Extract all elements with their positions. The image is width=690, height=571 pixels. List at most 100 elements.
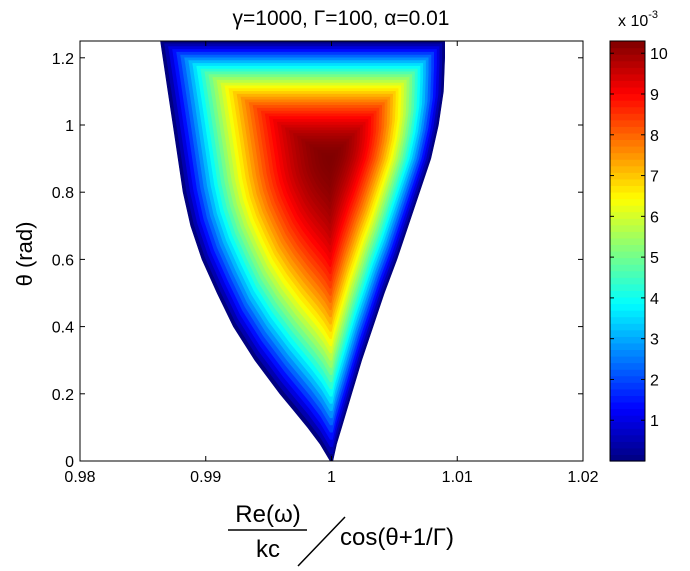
colorbar-swatch: [610, 303, 645, 311]
colorbar-swatch: [610, 401, 645, 410]
colorbar-swatch: [610, 428, 645, 436]
colorbar-tick-label: 2: [650, 372, 659, 389]
x-axis-label-denominator: kc: [256, 536, 280, 563]
colorbar-swatch: [610, 349, 645, 357]
colorbar-swatch: [610, 178, 645, 186]
colorbar-swatch: [610, 67, 645, 75]
y-tick-label: 0.2: [52, 387, 74, 404]
colorbar-swatch: [610, 362, 645, 370]
x-axis-label-slash: [297, 516, 346, 567]
colorbar-tick-label: 5: [650, 250, 659, 267]
colorbar-swatch: [610, 80, 645, 88]
colorbar-swatch: [610, 244, 645, 252]
colorbar-swatch: [610, 342, 645, 351]
heatmap-region: [160, 41, 446, 461]
y-tick-label: 0.4: [52, 320, 74, 337]
colorbar-swatch: [610, 336, 645, 344]
colorbar-swatch: [610, 211, 645, 219]
y-tick-label: 0: [65, 454, 74, 471]
colorbar-swatch: [610, 257, 645, 265]
x-tick-label: 0.99: [190, 469, 221, 486]
x-tick-label: 1.02: [567, 469, 598, 486]
colorbar-swatch: [610, 441, 645, 449]
colorbar-swatch: [610, 86, 645, 95]
colorbar-swatch: [610, 152, 645, 160]
colorbar-swatch: [610, 159, 645, 167]
colorbar-tick-label: 9: [650, 87, 659, 104]
x-axis-label-numerator: Re(ω): [235, 501, 300, 528]
colorbar-swatch: [610, 270, 645, 278]
colorbar-swatch: [610, 454, 645, 462]
y-tick-label: 0.8: [52, 185, 74, 202]
colorbar-exponent: x 10-3: [618, 9, 658, 30]
colorbar-swatch: [610, 126, 645, 134]
colorbar-swatch: [610, 447, 645, 456]
colorbar-swatch: [610, 408, 645, 416]
colorbar-swatch: [610, 277, 645, 285]
x-tick-label: 0.98: [64, 469, 95, 486]
colorbar-exponent-base: x 10: [618, 13, 648, 30]
x-axis-label: Re(ω) kc cos(θ+1/Γ): [228, 501, 454, 567]
colorbar-swatch: [610, 329, 645, 337]
colorbar-swatch: [610, 251, 645, 259]
colorbar-tick-label: 4: [650, 291, 659, 308]
colorbar-swatch: [610, 205, 645, 213]
colorbar-swatch: [610, 100, 645, 108]
colorbar-swatch: [610, 41, 645, 49]
colorbar-tick-label: 1: [650, 413, 659, 430]
y-tick-label: 0.6: [52, 252, 74, 269]
colorbar-swatch: [610, 93, 645, 101]
colorbar-swatch: [610, 375, 645, 383]
colorbar-tick-label: 6: [650, 209, 659, 226]
colorbar-swatch: [610, 395, 645, 403]
x-tick-label: 1.01: [442, 469, 473, 486]
colorbar-swatch: [610, 60, 645, 68]
colorbar-tick-label: 3: [650, 332, 659, 349]
colorbar-swatch: [610, 356, 645, 364]
axis-ticks: 0.98 0.99 1 1.01 1.02 0 0.2 0.4 0.6 0.8 1 1.2: [52, 41, 599, 486]
colorbar-swatch: [610, 264, 645, 272]
colorbar-swatch: [610, 224, 645, 232]
colorbar-swatch: [610, 388, 645, 396]
colorbar-swatch: [610, 185, 645, 193]
y-tick-label: 1: [65, 118, 74, 135]
colorbar-exponent-sup: -3: [648, 9, 658, 21]
x-tick-label: 1: [327, 469, 336, 486]
colorbar-swatch: [610, 191, 645, 200]
colorbar-swatch: [610, 172, 645, 180]
colorbar-frame: [609, 40, 646, 462]
colorbar-swatch: [610, 237, 645, 246]
colorbar-swatch: [610, 382, 645, 390]
x-axis-label-divisor: cos(θ+1/Γ): [340, 524, 454, 551]
colorbar-swatch: [610, 106, 645, 114]
colorbar-swatch: [610, 73, 645, 81]
colorbar-swatch: [610, 113, 645, 121]
colorbar: [609, 40, 646, 462]
colorbar-swatch: [610, 310, 645, 318]
colorbar-swatch: [610, 54, 645, 62]
colorbar-swatch: [610, 290, 645, 298]
colorbar-swatch: [610, 369, 645, 377]
colorbar-tick-label: 10: [650, 46, 668, 63]
colorbar-tick-label: 7: [650, 169, 659, 186]
colorbar-swatch: [610, 434, 645, 442]
y-axis-label: θ (rad): [12, 222, 37, 287]
colorbar-swatch: [610, 231, 645, 239]
colorbar-swatch: [610, 218, 645, 226]
colorbar-swatch: [610, 415, 645, 423]
colorbar-swatch: [610, 139, 645, 147]
colorbar-swatch: [610, 283, 645, 291]
colorbar-swatch: [610, 316, 645, 324]
y-tick-label: 1.2: [52, 51, 74, 68]
colorbar-swatch: [610, 47, 645, 55]
colorbar-swatch: [610, 198, 645, 206]
contour-band: [325, 155, 333, 167]
colorbar-tick-label: 8: [650, 128, 659, 145]
colorbar-swatch: [610, 296, 645, 305]
colorbar-swatch: [610, 165, 645, 173]
colorbar-ticks: 1 2 3 4 5 6 7 8 9 10: [610, 46, 668, 430]
colorbar-swatch: [610, 323, 645, 331]
colorbar-swatch: [610, 119, 645, 127]
colorbar-swatch: [610, 421, 645, 429]
